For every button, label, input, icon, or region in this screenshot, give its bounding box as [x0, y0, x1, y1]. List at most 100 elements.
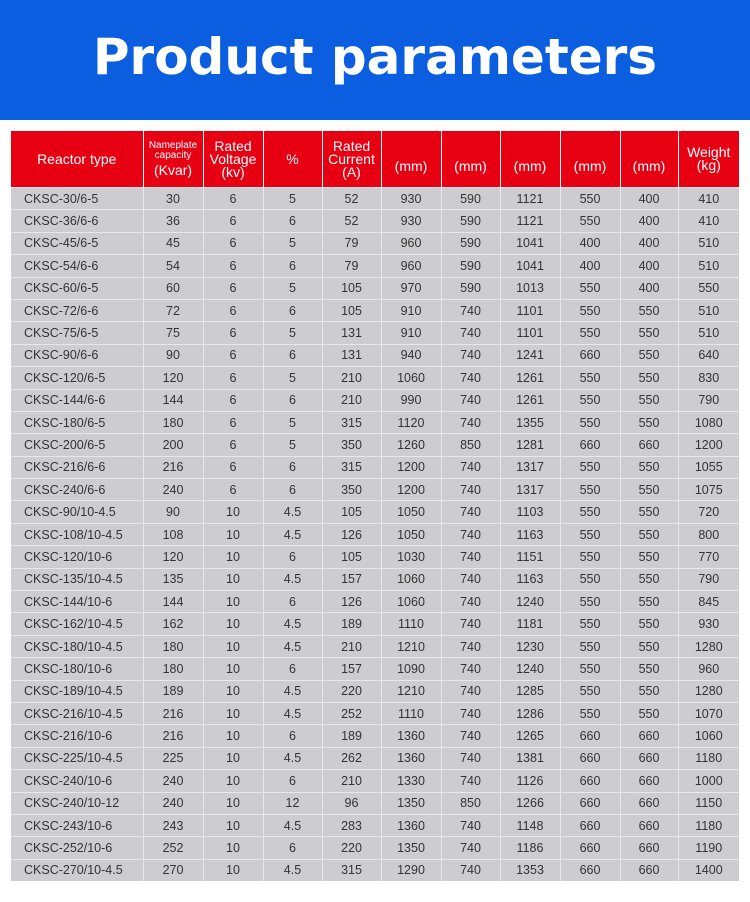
table-cell: 105	[322, 276, 382, 300]
table-cell: 940	[381, 343, 442, 367]
table-cell: 1261	[500, 388, 561, 412]
table-cell: 220	[322, 679, 382, 703]
column-header: Reactor type	[11, 131, 144, 188]
table-cell: 1241	[500, 343, 561, 367]
table-cell: 10	[203, 746, 264, 770]
table-cell: 1013	[500, 276, 561, 300]
table-cell: 930	[381, 186, 442, 210]
table-cell: 157	[322, 567, 382, 591]
table-cell: 131	[322, 321, 382, 345]
table-cell: 1030	[381, 545, 442, 569]
table-cell: 930	[381, 209, 442, 233]
table-cell: 6	[263, 209, 323, 233]
table-cell: 1353	[500, 858, 561, 882]
table-cell: 1163	[500, 567, 561, 591]
table-cell: 850	[441, 791, 501, 815]
table-cell: 52	[322, 186, 382, 210]
reactor-type-cell: CKSC-252/10-6	[11, 836, 144, 860]
table-cell: 550	[560, 455, 621, 479]
reactor-type-cell: CKSC-90/6-6	[11, 343, 144, 367]
table-cell: 550	[560, 410, 621, 434]
table-cell: 1285	[500, 679, 561, 703]
table-row: CKSC-200/6-5 200 6 5 350 1260 850 1281 660 660 120…	[11, 433, 739, 457]
table-cell: 6	[203, 254, 264, 278]
table-cell: 1260	[381, 433, 442, 457]
table-cell: 660	[560, 836, 621, 860]
table-cell: 4.5	[263, 746, 323, 770]
column-header: Nameplate capacity (Kvar)	[143, 131, 204, 188]
column-header-line: Reactor type	[37, 150, 117, 167]
table-cell: 740	[441, 612, 501, 636]
table-row: CKSC-144/6-6 144 6 6 210 990 740 1261 550 550 790	[11, 388, 739, 412]
table-cell: 400	[620, 209, 679, 233]
table-cell: 243	[143, 813, 204, 837]
table-cell: 740	[441, 746, 501, 770]
table-cell: 590	[441, 186, 501, 210]
reactor-type-cell: CKSC-225/10-4.5	[11, 746, 144, 770]
column-header: %	[263, 131, 323, 188]
table-cell: 6	[203, 343, 264, 367]
table-cell: 550	[620, 298, 679, 322]
table-cell: 5	[263, 231, 323, 255]
table-cell: 660	[560, 858, 621, 882]
reactor-type-cell: CKSC-270/10-4.5	[11, 858, 144, 882]
table-cell: 410	[678, 209, 739, 233]
table-cell: 144	[143, 590, 204, 613]
column-header-line: Rated	[214, 137, 252, 154]
table-cell: 1280	[678, 679, 739, 703]
table-cell: 660	[620, 769, 679, 793]
table-cell: 790	[678, 567, 739, 591]
table-cell: 1210	[381, 634, 442, 658]
table-cell: 180	[143, 657, 204, 681]
table-cell: 740	[441, 500, 501, 524]
table-cell: 216	[143, 701, 204, 725]
table-cell: 770	[678, 545, 739, 569]
reactor-type-cell: CKSC-243/10-6	[11, 813, 144, 837]
column-header: Rated Current (A)	[322, 131, 382, 188]
table-cell: 6	[263, 836, 323, 860]
table-row: CKSC-75/6-5 75 6 5 131 910 740 1101 550 550 510	[11, 321, 739, 345]
table-cell: 6	[203, 433, 264, 457]
table-cell: 1265	[500, 724, 561, 748]
table-cell: 740	[441, 455, 501, 479]
table-cell: 6	[203, 366, 264, 390]
table-cell: 400	[560, 254, 621, 278]
table-cell: 960	[381, 231, 442, 255]
table-cell: 10	[203, 567, 264, 591]
reactor-type-cell: CKSC-36/6-6	[11, 209, 144, 233]
reactor-type-cell: CKSC-75/6-5	[11, 321, 144, 345]
table-cell: 72	[143, 298, 204, 322]
table-cell: 1400	[678, 858, 739, 882]
reactor-type-cell: CKSC-180/10-6	[11, 657, 144, 681]
table-row: CKSC-30/6-5 30 6 5 52 930 590 1121 550 400 410	[11, 186, 739, 210]
header-row: Reactor type Nameplate capacity (Kvar) Rated…	[11, 131, 739, 188]
reactor-type-cell: CKSC-72/6-6	[11, 298, 144, 322]
table-cell: 590	[441, 231, 501, 255]
table-cell: 1080	[678, 410, 739, 434]
table-row: CKSC-90/6-6 90 6 6 131 940 740 1241 660 550 640	[11, 343, 739, 367]
table-cell: 10	[203, 590, 264, 613]
table-row: CKSC-240/10-12 240 10 12 96 1350 850 1266 660 660…	[11, 791, 739, 815]
table-cell: 6	[263, 724, 323, 748]
table-cell: 1060	[678, 724, 739, 748]
table-cell: 270	[143, 858, 204, 882]
table-cell: 240	[143, 478, 204, 501]
table-cell: 1230	[500, 634, 561, 658]
table-cell: 5	[263, 321, 323, 345]
table-cell: 400	[620, 254, 679, 278]
table-cell: 740	[441, 343, 501, 367]
table-cell: 740	[441, 858, 501, 882]
table-cell: 550	[560, 366, 621, 390]
table-cell: 1290	[381, 858, 442, 882]
table-cell: 740	[441, 701, 501, 725]
table-cell: 4.5	[263, 634, 323, 658]
table-cell: 660	[560, 813, 621, 837]
table-row: CKSC-120/6-5 120 6 5 210 1060 740 1261 550 550 830	[11, 366, 739, 390]
column-header-line: (mm)	[632, 157, 666, 174]
table-cell: 1200	[381, 455, 442, 479]
table-row: CKSC-108/10-4.5 108 10 4.5 126 1050 740 1163 550…	[11, 522, 739, 546]
table-cell: 6	[263, 343, 323, 367]
table-cell: 550	[620, 701, 679, 725]
table-cell: 1110	[381, 701, 442, 725]
reactor-type-cell: CKSC-240/6-6	[11, 478, 144, 501]
